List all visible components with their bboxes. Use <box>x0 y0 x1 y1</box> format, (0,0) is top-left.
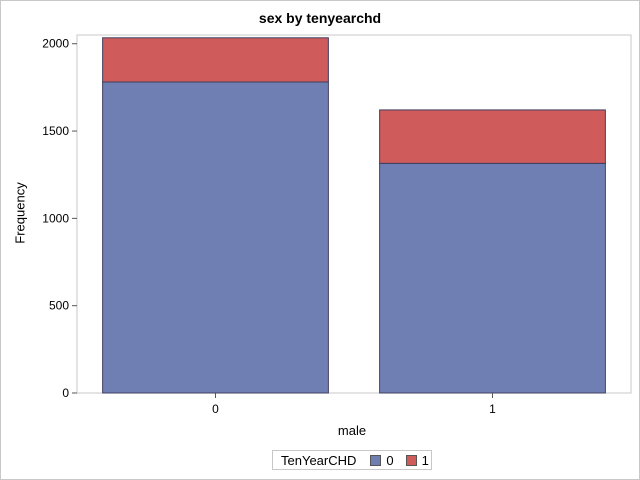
legend-label-1: 1 <box>421 452 429 468</box>
legend-label-0: 0 <box>386 452 394 468</box>
legend-entry-1: 1 <box>405 452 429 468</box>
y-tick-label-3: 1500 <box>42 124 69 138</box>
legend: TenYearCHD 0 1 <box>272 450 432 470</box>
legend-swatch-0 <box>370 454 382 466</box>
y-tick-label-2: 1000 <box>42 211 69 225</box>
x-axis-label: male <box>337 423 367 438</box>
legend-title: TenYearCHD <box>281 452 357 468</box>
plot-area <box>76 34 632 394</box>
bar-1-series-1 <box>379 109 606 164</box>
bar-0-series-0 <box>102 81 329 394</box>
y-tick-label-1: 500 <box>49 299 69 313</box>
y-tick-label-0: 0 <box>62 386 69 400</box>
bar-0-series-1 <box>102 37 329 83</box>
legend-swatch-1 <box>405 454 417 466</box>
x-tick-label-1: 1 <box>489 402 496 416</box>
bar-1-series-0 <box>379 162 606 394</box>
chart-title: sex by tenyearchd <box>258 10 382 26</box>
y-tick-label-4: 2000 <box>42 37 69 51</box>
legend-entry-0: 0 <box>370 452 394 468</box>
x-tick-label-0: 0 <box>212 402 219 416</box>
